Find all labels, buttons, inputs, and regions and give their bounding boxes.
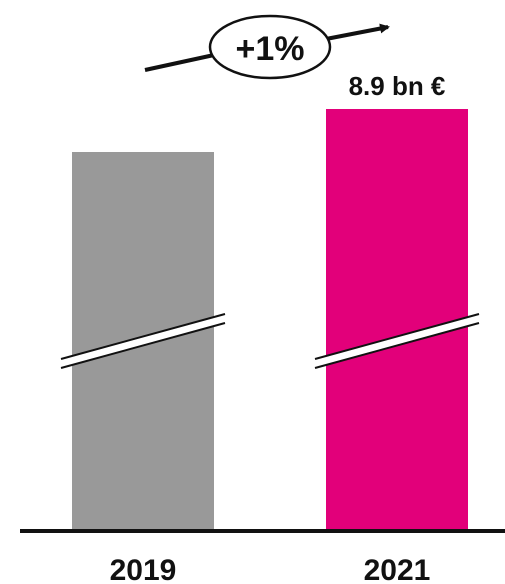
axis-break-2019 bbox=[61, 314, 225, 368]
change-arrow-tail bbox=[144, 53, 215, 72]
axis-break-2021 bbox=[315, 314, 479, 368]
bars-layer bbox=[72, 109, 468, 531]
axis-break-line-2019-1 bbox=[60, 313, 226, 360]
change-arrow-head-line bbox=[325, 23, 390, 41]
axis-break-line-2021-1 bbox=[314, 313, 480, 360]
axis-breaks bbox=[60, 313, 480, 369]
bar-2021 bbox=[326, 109, 468, 531]
data-label-2021: 8.9 bn € bbox=[349, 71, 446, 101]
change-annotation: +1% bbox=[144, 14, 390, 80]
change-percent-text: +1% bbox=[236, 30, 305, 68]
axis-break-line-2019-2 bbox=[60, 322, 226, 369]
x-tick-label-2021: 2021 bbox=[364, 554, 431, 584]
x-tick-label-2019: 2019 bbox=[110, 554, 177, 584]
change-ellipse bbox=[208, 14, 332, 80]
axis-break-line-2021-2 bbox=[314, 322, 480, 369]
